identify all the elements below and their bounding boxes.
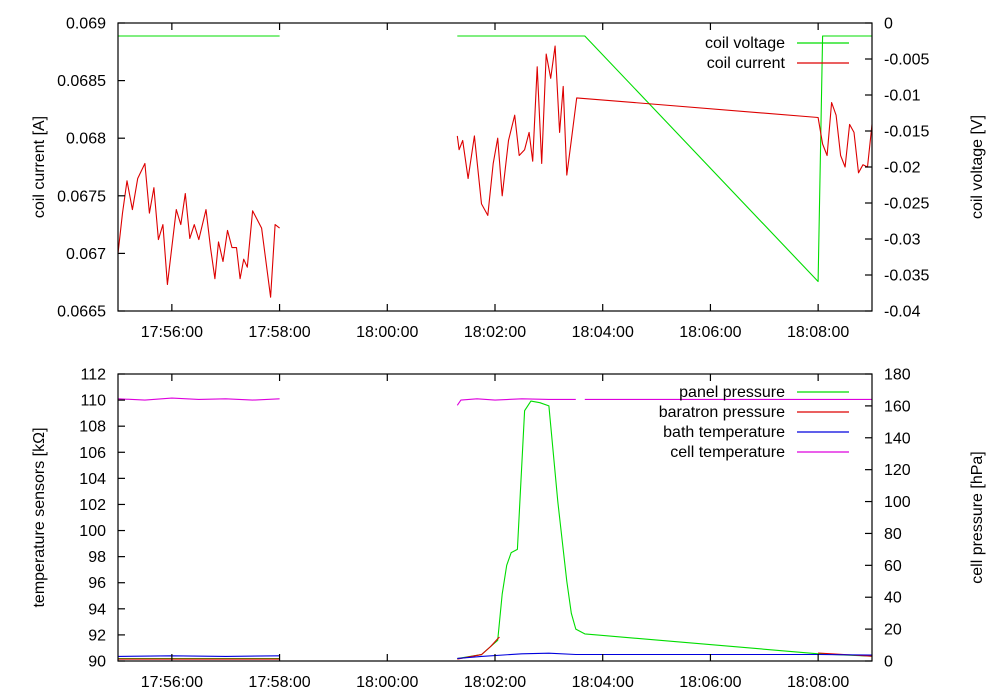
y-tick-label: 0.0665 (57, 304, 106, 321)
bath-temperature-line-segment (117, 655, 280, 657)
x-tick-label: 18:00:00 (356, 324, 418, 341)
y-tick-label: 98 (88, 549, 106, 566)
y2-tick-label: 180 (884, 367, 911, 384)
x-tick-label: 17:56:00 (141, 674, 203, 691)
y-tick-label: 104 (79, 471, 106, 488)
y-tick-label: 94 (88, 601, 106, 618)
y2-tick-label: -0.03 (884, 232, 921, 249)
y-tick-label: 0.068 (66, 131, 106, 148)
y-tick-label: 106 (79, 445, 106, 462)
coil-current-line-segment (456, 45, 873, 216)
x-tick-label: 18:02:00 (464, 674, 526, 691)
y2-tick-label: 40 (884, 590, 902, 607)
x-tick-label: 18:04:00 (572, 674, 634, 691)
y-axis-label: coil current [A] (31, 116, 48, 218)
y2-tick-label: 100 (884, 494, 911, 511)
legend-label: panel pressure (679, 384, 785, 401)
y-tick-label: 90 (88, 654, 106, 671)
legend-label: coil current (707, 55, 786, 72)
legend-label: bath temperature (663, 424, 785, 441)
y2-tick-label: 80 (884, 526, 902, 543)
x-tick-label: 18:04:00 (572, 324, 634, 341)
y-tick-label: 0.0675 (57, 188, 106, 205)
x-tick-label: 17:56:00 (141, 324, 203, 341)
y-tick-label: 100 (79, 523, 106, 540)
y2-tick-label: 140 (884, 430, 911, 447)
y2-tick-label: 20 (884, 622, 902, 639)
y2-tick-label: 0 (884, 654, 893, 671)
y2-tick-label: -0.015 (884, 124, 929, 141)
x-tick-label: 17:58:00 (248, 324, 310, 341)
y2-tick-label: -0.02 (884, 160, 921, 177)
bath-temperature-line-segment (457, 652, 873, 659)
legend-label: coil voltage (705, 35, 785, 52)
y2-tick-label: 60 (884, 558, 902, 575)
y2-tick-label: -0.04 (884, 304, 921, 321)
coil-current-line-segment (117, 162, 280, 298)
x-tick-label: 18:08:00 (787, 324, 849, 341)
x-tick-label: 18:06:00 (679, 674, 741, 691)
y2-tick-label: -0.035 (884, 268, 929, 285)
x-tick-label: 18:02:00 (464, 324, 526, 341)
x-tick-label: 18:06:00 (679, 324, 741, 341)
y2-tick-label: -0.01 (884, 88, 921, 105)
x-tick-label: 18:08:00 (787, 674, 849, 691)
legend-label: baratron pressure (659, 404, 785, 421)
temperature-pressure-chart: 17:56:00 17:58:00 18:00:00 18:02:00 18:04:00… (31, 367, 986, 692)
y-tick-label: 0.069 (66, 16, 106, 33)
x-tick-label: 18:00:00 (356, 674, 418, 691)
coil-voltage-line-segment (457, 35, 872, 283)
y2-tick-label: -0.025 (884, 196, 929, 213)
legend-label: cell temperature (670, 444, 785, 461)
y-tick-label: 110 (80, 393, 106, 410)
y2-axis-label: cell pressure [hPa] (969, 451, 986, 584)
y-tick-label: 102 (79, 497, 106, 514)
y2-tick-label: 160 (884, 398, 911, 415)
y2-axis-label: coil voltage [V] (969, 115, 986, 219)
y2-tick-label: 0 (884, 16, 893, 33)
x-tick-label: 17:58:00 (248, 674, 310, 691)
y-tick-label: 92 (88, 627, 106, 644)
cell-temperature-line-segment (456, 398, 576, 406)
y-axis-label: temperature sensors [kΩ] (31, 427, 48, 607)
y-tick-label: 0.067 (66, 246, 106, 263)
y-tick-label: 112 (80, 367, 106, 384)
y-tick-label: 0.0685 (57, 73, 106, 90)
coil-chart: 17:56:00 17:58:00 18:00:00 18:02:00 18:04:00… (31, 16, 986, 342)
y-tick-label: 96 (88, 575, 106, 592)
panel-pressure-line-segment (457, 400, 873, 660)
cell-temperature-line-segment (117, 397, 280, 401)
baratron-pressure-line-segment (457, 636, 500, 660)
y2-tick-label: 120 (884, 462, 911, 479)
y-tick-label: 108 (79, 419, 106, 436)
y2-tick-label: -0.005 (884, 52, 929, 69)
